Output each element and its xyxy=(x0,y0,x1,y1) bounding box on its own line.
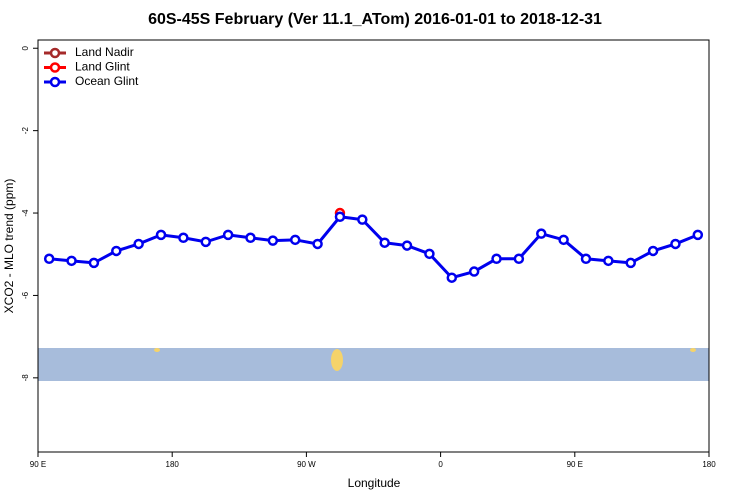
chart-title: 60S-45S February (Ver 11.1_ATom) 2016-01… xyxy=(148,11,602,28)
legend-label: Ocean Glint xyxy=(75,74,139,88)
data-point xyxy=(178,232,189,244)
data-point xyxy=(245,232,256,244)
x-tick-label: 0 xyxy=(438,460,443,469)
legend-label: Land Glint xyxy=(75,60,130,74)
x-tick-label: 180 xyxy=(166,460,180,469)
y-tick-label: 0 xyxy=(21,45,30,50)
data-point xyxy=(66,255,77,267)
data-point xyxy=(222,229,234,241)
data-point xyxy=(670,238,681,250)
data-point xyxy=(155,229,167,241)
data-point xyxy=(88,257,100,269)
data-point xyxy=(513,253,525,265)
y-tick-label: -4 xyxy=(21,209,30,217)
data-point xyxy=(446,272,458,283)
data-point xyxy=(536,228,547,239)
data-point xyxy=(111,245,122,257)
y-tick-label: -6 xyxy=(21,291,30,299)
data-point xyxy=(491,253,502,265)
x-tick-label: 90 W xyxy=(297,460,316,469)
map-band xyxy=(38,348,709,381)
data-point xyxy=(267,235,279,246)
data-point xyxy=(289,234,301,246)
land-blob xyxy=(690,348,696,352)
data-point xyxy=(379,237,390,248)
data-point xyxy=(580,253,592,265)
y-axis-label: XCO2 - MLO trend (ppm) xyxy=(2,179,16,314)
series-line xyxy=(49,215,699,280)
data-point xyxy=(603,255,614,267)
data-point xyxy=(625,257,636,269)
data-point xyxy=(647,245,659,257)
legend-marker xyxy=(49,62,61,73)
data-point xyxy=(43,253,55,265)
data-point xyxy=(468,266,480,277)
x-tick-label: 180 xyxy=(702,460,716,469)
land-blob xyxy=(154,348,160,352)
y-tick-label: -8 xyxy=(21,374,30,382)
y-tick-label: -2 xyxy=(21,127,30,135)
data-point xyxy=(357,214,368,225)
data-point xyxy=(558,234,569,246)
x-axis-label: Longitude xyxy=(348,476,401,490)
x-tick-label: 90 E xyxy=(30,460,46,469)
x-tick-label: 90 E xyxy=(567,460,583,469)
land-blob xyxy=(331,349,343,371)
legend-label: Land Nadir xyxy=(75,45,134,59)
plot-frame xyxy=(37,39,710,453)
data-point xyxy=(312,238,323,250)
data-point xyxy=(401,240,413,251)
data-point xyxy=(200,236,211,248)
data-point xyxy=(424,248,435,260)
legend-marker xyxy=(49,47,61,59)
data-point xyxy=(133,238,144,250)
data-point xyxy=(334,211,346,222)
legend-marker xyxy=(49,76,61,88)
data-point xyxy=(692,229,704,241)
